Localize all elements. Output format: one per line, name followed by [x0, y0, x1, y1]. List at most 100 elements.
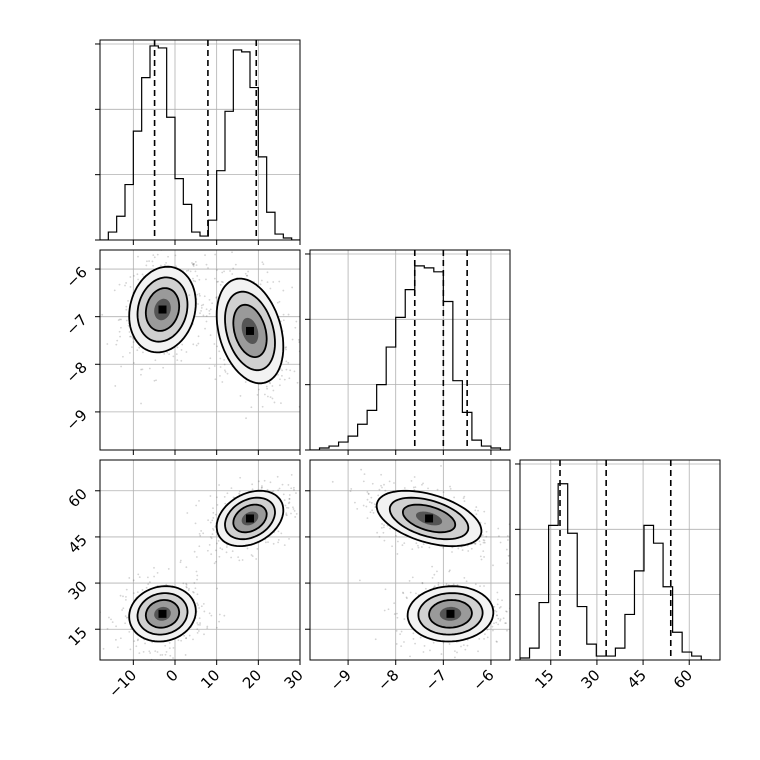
scatter-point	[167, 568, 170, 570]
scatter-point	[195, 344, 198, 347]
scatter-point	[147, 583, 150, 586]
scatter-point	[285, 348, 287, 351]
scatter-point	[207, 519, 210, 522]
scatter-point	[378, 488, 381, 491]
scatter-point	[356, 507, 359, 510]
contour-line	[128, 265, 197, 354]
scatter-point	[194, 280, 197, 283]
scatter-point	[440, 653, 443, 655]
scatter-point	[504, 622, 507, 625]
scatter-point	[119, 594, 122, 597]
scatter-point	[224, 369, 226, 372]
y-tick-label: −6	[62, 263, 90, 291]
panel-2-2: 15 30 45 60	[515, 459, 721, 692]
scatter-point	[272, 281, 275, 283]
contour-line	[144, 599, 181, 629]
scatter-point	[288, 494, 291, 496]
scatter-point	[432, 641, 435, 644]
scatter-point	[197, 303, 199, 305]
scatter-point	[408, 580, 411, 582]
scatter-point	[478, 540, 481, 543]
scatter-point	[452, 583, 455, 586]
scatter-point	[212, 511, 215, 514]
scatter-point	[215, 296, 218, 299]
scatter-point	[205, 315, 208, 317]
scatter-point	[115, 343, 118, 346]
scatter-point	[479, 543, 482, 546]
scatter-point	[108, 616, 110, 619]
scatter-point	[168, 353, 171, 356]
scatter-point	[130, 335, 132, 338]
scatter-point	[380, 527, 383, 529]
y-tick-label: −8	[62, 358, 90, 386]
scatter-point	[198, 292, 201, 295]
scatter-point	[412, 637, 415, 640]
scatter-point	[485, 535, 488, 538]
scatter-point	[192, 262, 195, 265]
scatter-point	[370, 502, 373, 504]
x-tick-label: 45	[624, 666, 650, 692]
scatter-point	[261, 261, 264, 264]
scatter-point	[282, 319, 285, 322]
panel-frame	[309, 249, 511, 451]
scatter-point	[165, 261, 167, 264]
scatter-point	[506, 629, 508, 632]
scatter-point	[164, 644, 167, 647]
scatter-point	[246, 274, 249, 277]
scatter-point	[380, 484, 382, 487]
scatter-point	[192, 638, 194, 641]
scatter-point	[113, 289, 116, 292]
scatter-point	[186, 512, 189, 514]
scatter-point	[202, 532, 205, 535]
scatter-point	[396, 616, 399, 619]
scatter-point	[110, 618, 112, 621]
scatter-point	[278, 280, 281, 283]
scatter-point	[138, 576, 141, 578]
scatter-point	[241, 559, 244, 561]
scatter-point	[197, 604, 199, 606]
scatter-point	[294, 516, 297, 518]
scatter-point	[106, 343, 109, 345]
scatter-point	[194, 522, 197, 525]
scatter-point	[148, 367, 151, 370]
scatter-point	[480, 558, 483, 561]
scatter-point	[129, 286, 132, 288]
scatter-point	[433, 585, 436, 588]
y-tick-label: −9	[62, 406, 90, 434]
scatter-point	[277, 373, 279, 376]
scatter-point	[172, 647, 175, 649]
scatter-point	[259, 283, 262, 286]
scatter-point	[132, 579, 135, 582]
scatter-point	[111, 621, 114, 624]
scatter-point	[290, 487, 293, 490]
scatter-point	[366, 498, 369, 501]
scatter-point	[482, 541, 485, 544]
x-tick-label: 60	[670, 666, 696, 692]
scatter-point	[196, 628, 199, 631]
scatter-point	[293, 510, 296, 512]
scatter-point	[161, 654, 164, 656]
scatter-point	[154, 650, 157, 653]
scatter-point	[360, 468, 363, 471]
scatter-point	[287, 484, 290, 486]
scatter-point	[246, 547, 249, 550]
scatter-point	[156, 571, 159, 574]
scatter-point	[496, 603, 499, 606]
density-peak	[446, 609, 455, 618]
scatter-point	[117, 319, 120, 321]
scatter-point	[423, 645, 426, 647]
scatter-point	[516, 621, 518, 623]
scatter-point	[213, 562, 216, 565]
scatter-point	[427, 487, 429, 490]
scatter-point	[382, 531, 385, 534]
scatter-point	[433, 573, 436, 576]
scatter-point	[198, 545, 201, 548]
scatter-point	[204, 327, 206, 330]
scatter-point	[284, 504, 287, 507]
scatter-point	[209, 334, 212, 337]
scatter-point	[200, 304, 203, 307]
scatter-point	[251, 488, 254, 491]
scatter-point	[505, 622, 507, 625]
scatter-point	[124, 615, 127, 618]
scatter-point	[132, 362, 135, 364]
